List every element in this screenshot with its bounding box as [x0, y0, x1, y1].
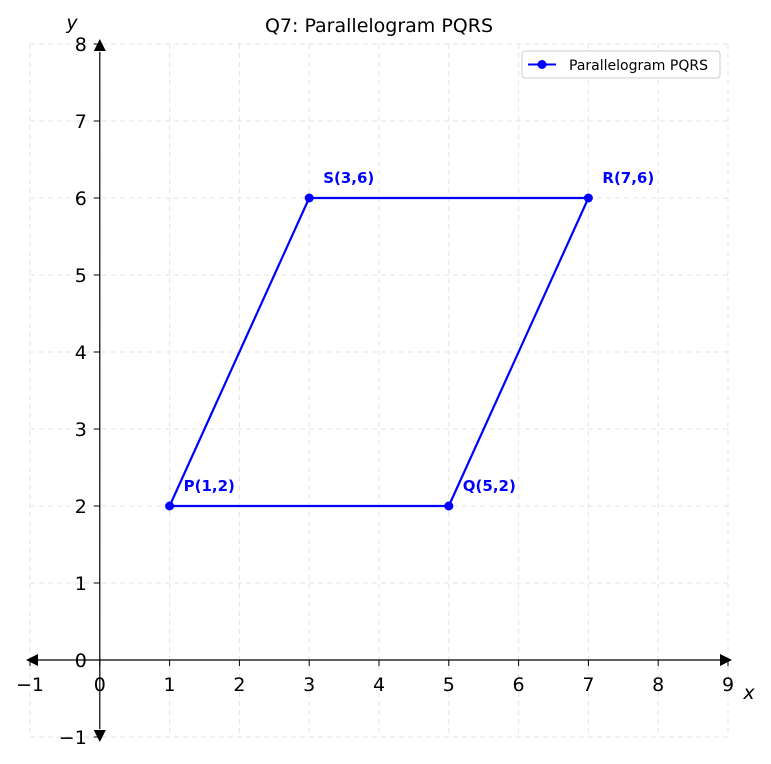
data-point — [304, 193, 314, 203]
y-tick-label: 3 — [75, 419, 87, 441]
y-axis-label: y — [65, 12, 78, 34]
y-tick-label: 5 — [75, 265, 87, 287]
point-label: P(1,2) — [184, 477, 235, 495]
x-tick-label: 0 — [94, 674, 106, 696]
y-tick-label: 6 — [75, 188, 87, 210]
x-tick-label: 8 — [652, 674, 664, 696]
point-label: Q(5,2) — [463, 477, 516, 495]
x-tick-label: −1 — [16, 674, 44, 696]
y-axis-arrow-up — [93, 39, 106, 51]
y-tick-label: 8 — [75, 34, 87, 56]
y-tick-label: 2 — [75, 496, 87, 518]
tick-labels: −1 0 1 2 3 4 5 6 7 8 9 −1 0 1 2 3 4 5 6 7 8 — [16, 34, 734, 749]
x-tick-label: 5 — [443, 674, 455, 696]
x-axis-label: x — [742, 682, 755, 704]
x-tick-label: 6 — [513, 674, 525, 696]
x-tick-label: 3 — [303, 674, 315, 696]
x-tick-label: 2 — [233, 674, 245, 696]
data-point — [583, 193, 593, 203]
x-tick-label: 9 — [722, 674, 734, 696]
data-point — [165, 501, 175, 511]
y-tick-label: 7 — [75, 111, 87, 133]
x-axis-arrow-left — [26, 654, 38, 666]
grid — [29, 43, 729, 738]
legend: Parallelogram PQRS — [521, 50, 721, 79]
y-tick-label: 0 — [75, 650, 87, 672]
y-axis-arrow-down — [93, 730, 106, 742]
point-label: S(3,6) — [323, 169, 374, 187]
legend-box — [521, 50, 721, 79]
chart-title: Q7: Parallelogram PQRS — [265, 15, 493, 37]
y-tick-label: 4 — [75, 342, 87, 364]
x-tick-label: 4 — [373, 674, 385, 696]
series — [165, 193, 593, 511]
point-label: R(7,6) — [602, 169, 654, 187]
y-tick-label: 1 — [75, 573, 87, 595]
legend-marker-sample — [537, 60, 547, 69]
x-tick-label: 1 — [164, 674, 176, 696]
data-point — [444, 501, 454, 511]
x-tick-label: 7 — [582, 674, 594, 696]
point-labels: P(1,2) Q(5,2) R(7,6) S(3,6) — [184, 169, 655, 495]
y-tick-label: −1 — [59, 727, 87, 749]
legend-entry-label: Parallelogram PQRS — [569, 58, 708, 74]
x-axis-arrow-right — [720, 654, 732, 666]
